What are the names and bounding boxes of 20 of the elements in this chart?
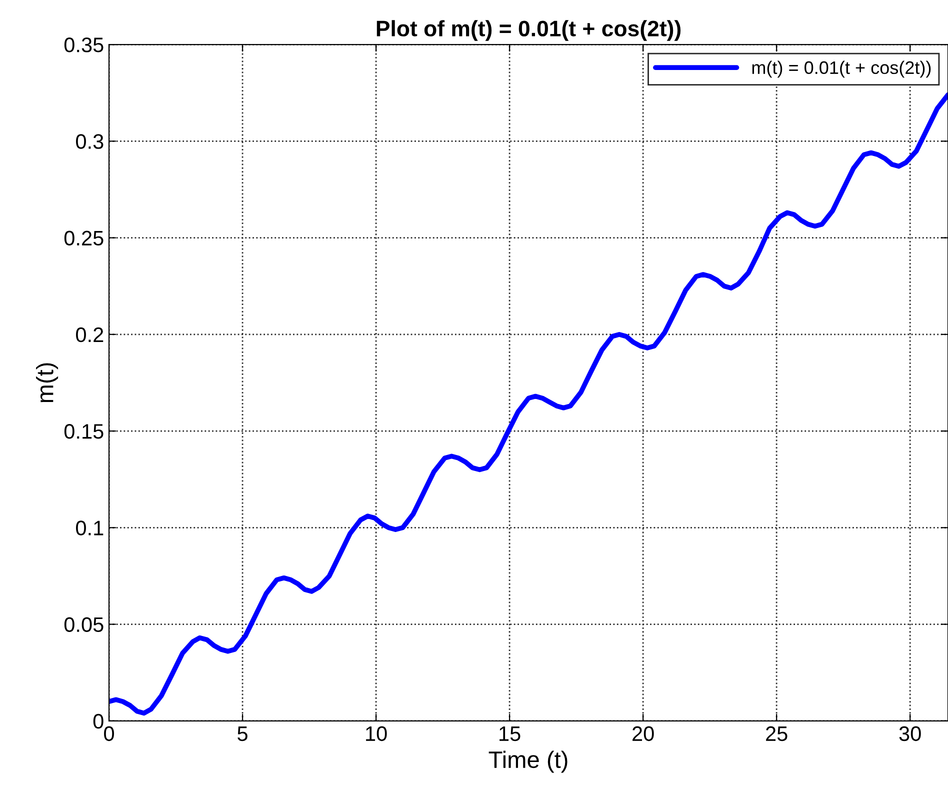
y-tick-label: 0.05: [64, 617, 104, 632]
chart-title: Plot of m(t) = 0.01(t + cos(2t)): [376, 20, 681, 41]
y-tick-label: 0.35: [64, 38, 104, 52]
y-axis-title: m(t): [36, 363, 58, 402]
x-tick-label: 25: [766, 726, 788, 742]
x-tick-label: 15: [500, 726, 520, 742]
x-tick-label: 5: [238, 726, 248, 742]
x-tick-label: 20: [632, 726, 654, 742]
y-tick-label: 0: [93, 714, 104, 729]
x-tick-label: 30: [899, 726, 921, 742]
x-tick-label: 10: [366, 726, 387, 742]
y-tick-label: 0.15: [64, 424, 104, 439]
y-tick-label: 0.3: [76, 134, 104, 149]
y-tick-label: 0.2: [76, 327, 104, 342]
y-tick-label: 0.25: [64, 230, 104, 246]
x-axis-title: Time (t): [488, 750, 568, 773]
x-tick-label: 0: [104, 726, 114, 742]
y-tick-label: 0.1: [76, 520, 104, 536]
legend-label: m(t) = 0.01(t + cos(2t)): [752, 60, 931, 78]
line-series: [109, 92, 948, 716]
